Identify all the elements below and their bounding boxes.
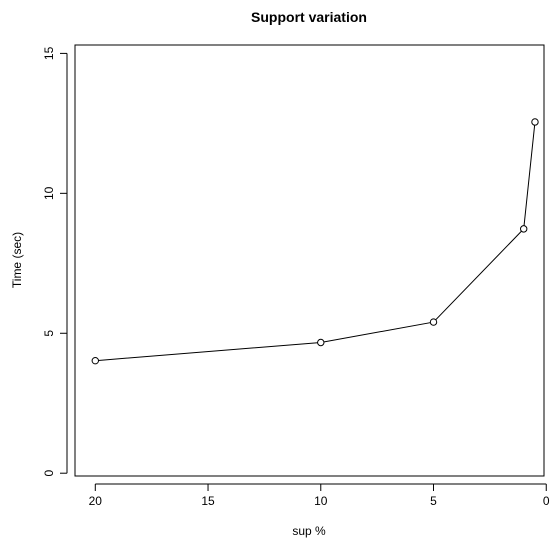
y-axis-title: Time (sec) bbox=[10, 232, 24, 288]
data-point bbox=[91, 356, 99, 365]
x-tick-label: 5 bbox=[430, 494, 437, 508]
y-tick-label: 5 bbox=[42, 330, 56, 337]
x-axis: 20 15 10 5 0 bbox=[89, 483, 550, 508]
x-tick-label: 10 bbox=[314, 494, 328, 508]
x-axis-title: sup % bbox=[292, 524, 326, 538]
y-axis: 0 5 10 15 bbox=[42, 46, 68, 477]
series-group bbox=[91, 118, 539, 365]
x-tick-label: 15 bbox=[201, 494, 215, 508]
data-point bbox=[520, 225, 528, 233]
series-line bbox=[95, 121, 536, 362]
data-point bbox=[429, 318, 438, 326]
x-tick-label: 20 bbox=[89, 494, 103, 508]
plot-area bbox=[74, 44, 545, 477]
data-point bbox=[317, 338, 325, 347]
y-tick-label: 0 bbox=[42, 470, 56, 477]
data-point bbox=[531, 118, 539, 126]
y-tick-label: 15 bbox=[42, 46, 56, 60]
chart-title: Support variation bbox=[251, 9, 367, 25]
x-tick-label: 0 bbox=[543, 494, 550, 508]
y-tick-label: 10 bbox=[42, 186, 56, 200]
